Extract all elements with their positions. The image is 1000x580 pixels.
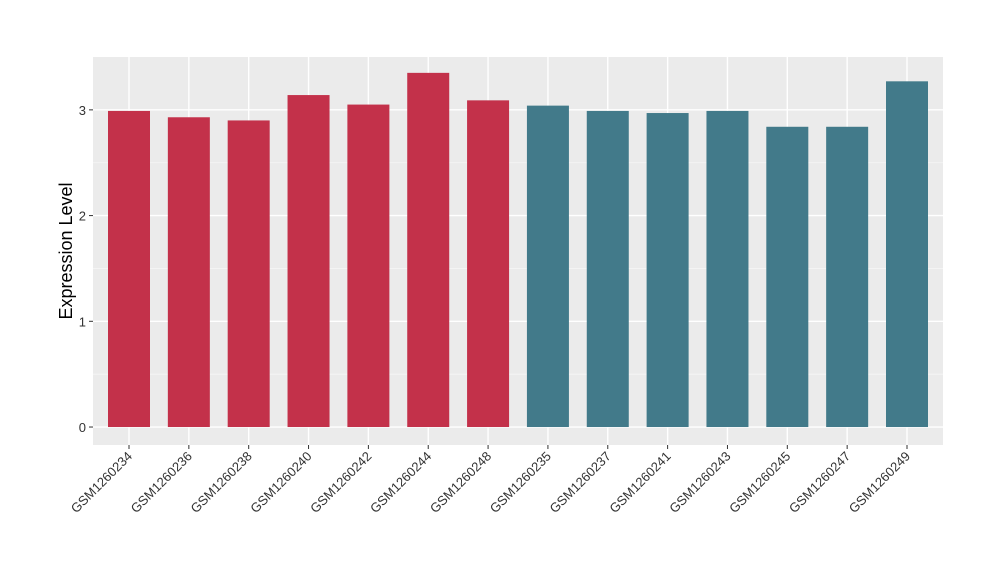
x-tick-label: GSM1260238 — [187, 449, 254, 516]
x-tick-label: GSM1260247 — [786, 449, 853, 516]
x-tick-label: GSM1260245 — [726, 449, 793, 516]
x-tick-label: GSM1260240 — [247, 449, 314, 516]
x-tick-label: GSM1260235 — [487, 449, 554, 516]
y-tick-label: 3 — [79, 103, 86, 118]
bar-GSM1260247 — [826, 126, 869, 428]
bars — [108, 72, 928, 428]
bar-GSM1260249 — [886, 81, 928, 428]
bar-GSM1260241 — [646, 113, 689, 428]
bar-GSM1260238 — [227, 120, 270, 428]
y-tick-label: 0 — [79, 420, 86, 435]
bar-GSM1260234 — [108, 110, 150, 428]
bar-GSM1260243 — [706, 110, 749, 428]
x-tick-label: GSM1260248 — [427, 449, 494, 516]
y-axis-label: Expression Level — [56, 182, 76, 319]
x-tick-label: GSM1260242 — [307, 449, 374, 516]
x-tick-label: GSM1260234 — [68, 449, 135, 516]
y-axis: 0 1 2 3 — [79, 103, 93, 435]
panel-background — [93, 57, 943, 445]
bar-GSM1260242 — [347, 104, 390, 428]
bar-GSM1260236 — [167, 117, 210, 428]
y-tick-label: 2 — [79, 209, 86, 224]
x-axis: GSM1260234GSM1260236GSM1260238GSM1260240… — [68, 445, 913, 516]
bar-GSM1260245 — [766, 126, 809, 428]
x-tick-label: GSM1260249 — [846, 449, 913, 516]
bar-GSM1260244 — [407, 72, 450, 428]
x-tick-label: GSM1260244 — [367, 449, 434, 516]
bar-GSM1260235 — [526, 105, 569, 428]
x-tick-label: GSM1260241 — [606, 449, 673, 516]
x-tick-label: GSM1260237 — [547, 449, 614, 516]
bar-GSM1260237 — [586, 110, 629, 428]
bar-GSM1260248 — [467, 100, 510, 428]
x-tick-label: GSM1260236 — [128, 449, 195, 516]
bar-GSM1260240 — [287, 95, 330, 428]
x-tick-label: GSM1260243 — [666, 449, 733, 516]
y-tick-label: 1 — [79, 314, 86, 329]
